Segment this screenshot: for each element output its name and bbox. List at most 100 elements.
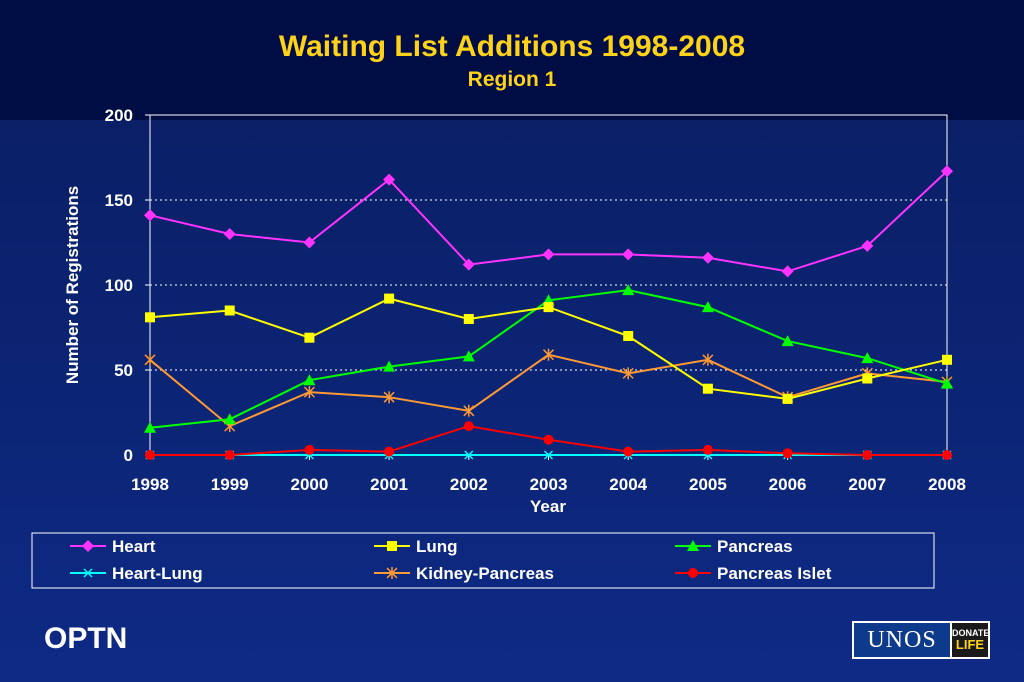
data-point-heart (462, 258, 475, 271)
x-axis-label: Year (530, 497, 566, 516)
data-point-pancreas (383, 360, 396, 372)
series-kidney-pancreas (144, 348, 953, 433)
data-point-heart (383, 173, 396, 186)
data-point-pancreas-islet (463, 421, 474, 432)
legend-item-heart-lung: Heart-Lung (70, 564, 203, 583)
y-tick-label: 200 (105, 106, 133, 125)
donate-life-badge: DONATE LIFE (952, 623, 990, 657)
x-tick-label: 2000 (290, 475, 328, 494)
data-point-lung (623, 331, 634, 341)
x-tick-label: 2007 (848, 475, 886, 494)
chart-title: Waiting List Additions 1998-2008 (278, 30, 746, 63)
legend-label: Heart-Lung (112, 564, 203, 583)
data-point-pancreas (861, 352, 874, 364)
legend-box (31, 532, 935, 589)
legend-marker (386, 567, 398, 579)
data-point-pancreas (462, 350, 475, 362)
data-point-kidney-pancreas (702, 353, 714, 366)
x-tick-label: 2002 (450, 475, 488, 494)
donate-life-bottom: LIFE (955, 637, 985, 652)
data-point-heart (223, 228, 236, 240)
data-point-heart (781, 265, 794, 278)
data-point-heart (861, 239, 874, 252)
data-point-kidney-pancreas (542, 348, 555, 361)
data-point-lung (702, 383, 713, 394)
data-point-pancreas-islet (782, 448, 793, 459)
legend-item-pancreas-islet: Pancreas Islet (675, 564, 832, 583)
data-point-lung (145, 312, 155, 323)
legend-item-kidney-pancreas: Kidney-Pancreas (374, 564, 554, 583)
data-point-heart (303, 236, 316, 249)
data-point-heart-lung (543, 450, 554, 460)
donate-life-top: DONATE (952, 628, 990, 638)
data-point-lung (543, 302, 554, 313)
legend-label: Heart (112, 537, 156, 556)
data-point-pancreas (941, 377, 953, 389)
data-point-heart (701, 251, 714, 264)
data-point-kidney-pancreas (144, 353, 156, 366)
data-point-pancreas (223, 413, 236, 425)
data-point-lung (782, 393, 793, 404)
title-block: Waiting List Additions 1998-2008 Region … (0, 30, 1024, 92)
x-tick-label: 2008 (928, 475, 966, 494)
data-point-pancreas (781, 335, 794, 347)
data-point-pancreas (144, 421, 156, 433)
data-point-pancreas-islet (862, 450, 873, 460)
legend: Heart Lung Pancreas Heart-Lung Kidney-Pancre… (70, 537, 832, 583)
optn-label: OPTN (44, 622, 128, 655)
y-axis-label: Number of Registrations (63, 186, 82, 384)
data-point-kidney-pancreas (622, 367, 634, 380)
x-tick-label: 2005 (689, 475, 727, 494)
legend-label: Pancreas Islet (717, 564, 832, 583)
legend-marker (688, 568, 698, 578)
unos-logo: UNOS DONATE LIFE (852, 621, 990, 659)
data-point-heart-lung (464, 450, 474, 460)
legend-label: Pancreas (717, 537, 793, 556)
legend-label: Lung (416, 537, 458, 556)
series-pancreas-islet (145, 421, 952, 460)
data-point-pancreas (701, 301, 714, 313)
data-point-lung (463, 314, 474, 324)
legend-item-heart: Heart (70, 537, 156, 556)
series-group (144, 165, 953, 460)
gridlines (150, 199, 947, 371)
x-tick-label: 2001 (370, 475, 408, 494)
x-tick-label: 2003 (530, 475, 568, 494)
data-point-heart (622, 248, 635, 261)
legend-marker (83, 568, 93, 578)
legend-item-pancreas: Pancreas (675, 537, 793, 556)
data-point-pancreas-islet (304, 444, 315, 455)
data-point-heart (144, 209, 156, 222)
legend-label: Kidney-Pancreas (416, 564, 554, 583)
series-line-kidney-pancreas (149, 353, 948, 428)
data-point-heart (542, 248, 555, 261)
y-tick-label: 100 (105, 276, 133, 295)
series-heart (144, 165, 953, 278)
series-pancreas (144, 284, 953, 433)
y-tick-label: 50 (114, 361, 133, 380)
data-point-pancreas-islet (145, 450, 155, 460)
data-point-kidney-pancreas (383, 391, 395, 404)
data-point-pancreas (622, 284, 635, 296)
unos-logo-text: UNOS (854, 623, 950, 657)
data-point-pancreas-islet (543, 434, 554, 445)
data-point-lung (862, 373, 873, 384)
legend-item-lung: Lung (374, 537, 458, 556)
data-point-lung (942, 354, 952, 365)
data-point-kidney-pancreas (303, 386, 315, 399)
data-point-pancreas-islet (942, 450, 952, 460)
y-tick-label: 0 (124, 446, 133, 465)
x-tick-label: 1999 (211, 475, 249, 494)
legend-marker (82, 540, 94, 552)
data-point-pancreas (303, 374, 316, 386)
data-point-pancreas-islet (623, 446, 634, 457)
data-point-heart (941, 165, 953, 178)
data-point-kidney-pancreas (463, 404, 475, 417)
legend-marker (387, 541, 397, 551)
chart-subtitle: Region 1 (467, 68, 557, 91)
data-point-pancreas-islet (384, 446, 395, 457)
x-axis-ticks: 1998 1999 2000 2001 2002 2003 2004 2005 2006 2007… (131, 455, 966, 494)
x-tick-label: 2006 (769, 475, 807, 494)
x-tick-label: 1998 (131, 475, 169, 494)
